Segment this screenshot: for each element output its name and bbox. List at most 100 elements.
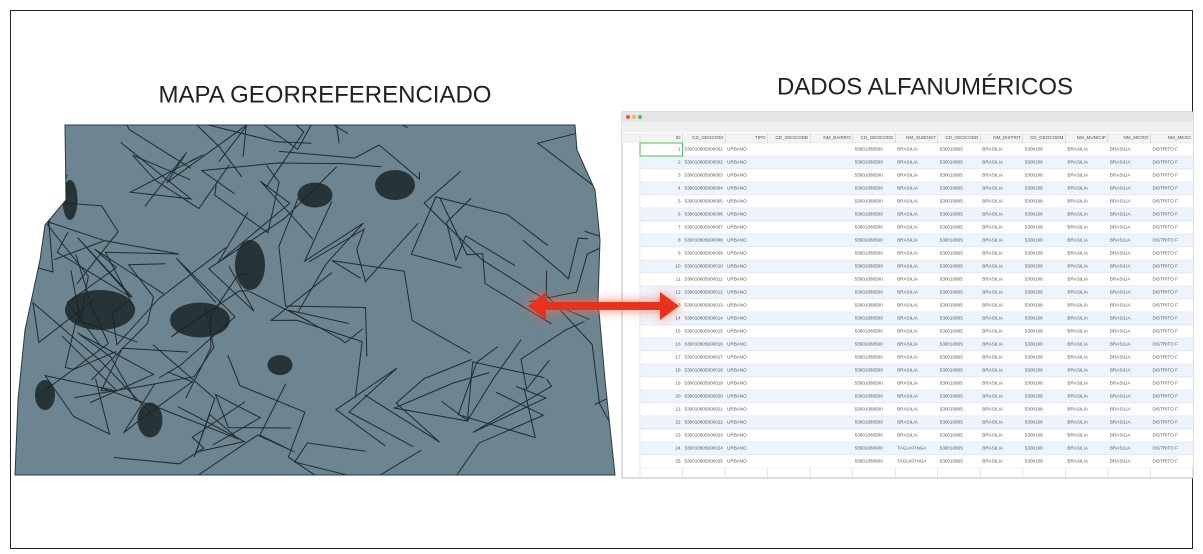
cell-text: 530010805 <box>940 368 963 373</box>
column-header: CD_GEOCODM <box>1030 135 1064 140</box>
cell-text: 530010805000003 <box>685 173 724 178</box>
boundary <box>278 198 368 357</box>
urban-area <box>137 402 163 438</box>
cell-text: 530010805000025 <box>685 459 724 464</box>
cell-text: 5300108 <box>1025 368 1043 373</box>
table-title: DADOS ALFANUMÉRICOS <box>777 73 1073 100</box>
cell-text: 4 <box>678 186 681 191</box>
cell-text: 5300108 <box>1025 199 1043 204</box>
cell-text: BRASILIA <box>897 381 919 386</box>
cell-text: 53001080500 <box>855 316 884 321</box>
cell-text: 530010805000023 <box>685 433 724 438</box>
cell-text: 23 <box>675 433 681 438</box>
cell-text: 530010805 <box>940 342 963 347</box>
cell-text: BRASILIA <box>982 355 1004 360</box>
cell-text: BRASILIA <box>982 264 1004 269</box>
map <box>14 124 616 476</box>
cell-text: BRASILIA <box>1067 186 1089 191</box>
boundary <box>132 154 230 210</box>
cell-text: 530010805000005 <box>685 199 724 204</box>
cell-text: 5 <box>678 199 681 204</box>
cell-text: 5300108 <box>1025 160 1043 165</box>
cell-text: BRASILIA <box>1110 342 1132 347</box>
cell-text: 530010805 <box>940 251 963 256</box>
urban-area <box>62 180 78 220</box>
cell-text: 53001080600 <box>855 446 884 451</box>
cell-text: BRASILIA <box>1067 381 1089 386</box>
cell-text: DISTRITO F <box>1152 316 1178 321</box>
cell-text: 5300108 <box>1025 173 1043 178</box>
cell-text: 530010805 <box>940 290 963 295</box>
column-header: NM_MUNICIP <box>1077 135 1106 140</box>
boundary <box>214 164 280 234</box>
cell-text: 53001080500 <box>855 394 884 399</box>
cell-text: URBANO <box>727 290 747 295</box>
cell-text: 530010805 <box>940 446 963 451</box>
cell-text: 53001080500 <box>855 147 884 152</box>
urban-area <box>235 240 265 290</box>
cell-text: 5300108 <box>1025 277 1043 282</box>
cell-text: BRASILIA <box>897 186 919 191</box>
cell-text: TAGUATINGA <box>897 459 927 464</box>
cell-text: 5300108 <box>1025 238 1043 243</box>
boundary <box>445 197 516 267</box>
cell-text: URBANO <box>727 459 747 464</box>
cell-text: BRASILIA <box>1110 433 1132 438</box>
cell-text: BRASILIA <box>1067 238 1089 243</box>
cell-text: BRASILIA <box>982 342 1004 347</box>
boundary <box>61 335 188 392</box>
cell-text: BRASILIA <box>897 160 919 165</box>
cell-text: 5300108 <box>1025 355 1043 360</box>
cell-text: 530010805 <box>940 303 963 308</box>
cell-text: DISTRITO F <box>1152 381 1178 386</box>
cell-text: BRASILIA <box>1110 238 1132 243</box>
cell-text: BRASILIA <box>1110 446 1132 451</box>
column-header: CD_GEOCODB <box>775 135 808 140</box>
cell-text: 5300108 <box>1025 459 1043 464</box>
cell-text: 530010805000016 <box>685 342 724 347</box>
boundary <box>87 125 250 162</box>
boundary <box>520 321 585 391</box>
cell-text: URBANO <box>727 381 747 386</box>
cell-text: URBANO <box>727 238 747 243</box>
cell-text: BRASILIA <box>1110 225 1132 230</box>
cell-text: 5300108 <box>1025 446 1043 451</box>
cell-text: 530010805 <box>940 381 963 386</box>
cell-text: 530010805000024 <box>685 446 724 451</box>
cell-text: 7 <box>678 225 681 230</box>
cell-text: 53001080500 <box>855 225 884 230</box>
cell-text: DISTRITO F <box>1152 199 1178 204</box>
cell-text: 53001080500 <box>855 342 884 347</box>
boundary <box>32 299 154 417</box>
cell-text: BRASILIA <box>1110 459 1132 464</box>
cell-text: BRASILIA <box>982 277 1004 282</box>
cell-text: BRASILIA <box>1067 316 1089 321</box>
cell-text: BRASILIA <box>982 251 1004 256</box>
cell-text: DISTRITO F <box>1152 355 1178 360</box>
cell-text: 530010805000004 <box>685 186 724 191</box>
boundary <box>170 290 310 338</box>
cell-text: 5300108 <box>1025 264 1043 269</box>
cell-text: 53001080500 <box>855 355 884 360</box>
cell-text: BRASILIA <box>1067 303 1089 308</box>
cell-text: BRASILIA <box>897 407 919 412</box>
boundary <box>439 197 552 325</box>
cell-text: BRASILIA <box>1067 342 1089 347</box>
cell-text: DISTRITO F <box>1152 420 1178 425</box>
cell-text: BRASILIA <box>1110 316 1132 321</box>
boundary <box>472 378 553 433</box>
cell-text: BRASILIA <box>1110 407 1132 412</box>
cell-text: URBANO <box>727 433 747 438</box>
boundary <box>293 442 422 475</box>
boundary <box>269 272 363 398</box>
boundary <box>364 359 472 443</box>
cell-text: 530010805 <box>940 264 963 269</box>
cell-text: BRASILIA <box>1067 290 1089 295</box>
cell-text: 530010805 <box>940 186 963 191</box>
cell-text: 530010805000011 <box>685 277 723 282</box>
cell-text: 24 <box>675 446 681 451</box>
cell-text: 22 <box>675 420 681 425</box>
cell-text: BRASILIA <box>982 303 1004 308</box>
cell-text: 530010805 <box>940 459 963 464</box>
cell-text: BRASILIA <box>897 147 919 152</box>
